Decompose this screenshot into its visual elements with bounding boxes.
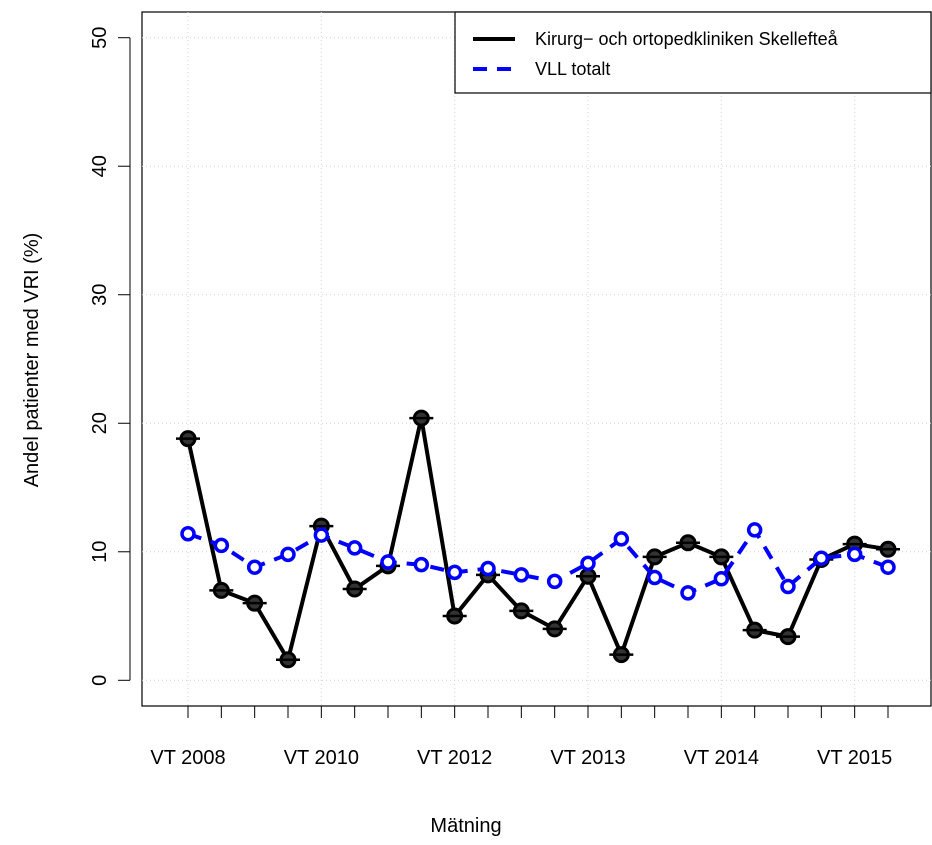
series-line [186,417,889,665]
point [280,546,296,563]
point [346,540,363,556]
x-tick-label: VT 2015 [817,747,892,769]
point [780,578,796,595]
point [846,546,863,563]
point [680,585,696,601]
point [546,573,563,590]
point [313,527,330,543]
point [446,564,463,581]
point [180,526,196,542]
x-tick-label: VT 2008 [150,747,225,769]
y-tick-label: 50 [89,27,111,49]
x-tick-label: VT 2010 [284,747,359,769]
point [813,550,830,566]
legend-label: VLL totalt [535,59,610,79]
point [213,537,230,554]
point [480,560,496,577]
point [246,559,263,575]
point [513,567,530,583]
y-tick-label: 30 [89,284,111,306]
legend-label: Kirurg− och ortopedkliniken Skellefteå [535,29,839,49]
y-tick-label: 0 [89,675,111,686]
y-axis-title: Andel patienter med VRI (%) [21,233,43,488]
point [746,522,763,538]
x-tick-label: VT 2014 [684,747,759,769]
x-axis-title: Mätning [430,815,501,837]
x-tick-label: VT 2012 [417,747,492,769]
point [880,559,896,575]
x-tick-label: VT 2013 [550,747,625,769]
y-tick-label: 10 [89,541,111,563]
point [413,556,430,573]
point [613,531,630,547]
y-tick-label: 20 [89,412,111,434]
legend-box [454,11,932,94]
point [580,555,596,572]
y-tick-label: 40 [89,155,111,177]
series-line [187,526,889,596]
point [713,571,730,587]
point [380,554,396,570]
point [646,569,663,586]
